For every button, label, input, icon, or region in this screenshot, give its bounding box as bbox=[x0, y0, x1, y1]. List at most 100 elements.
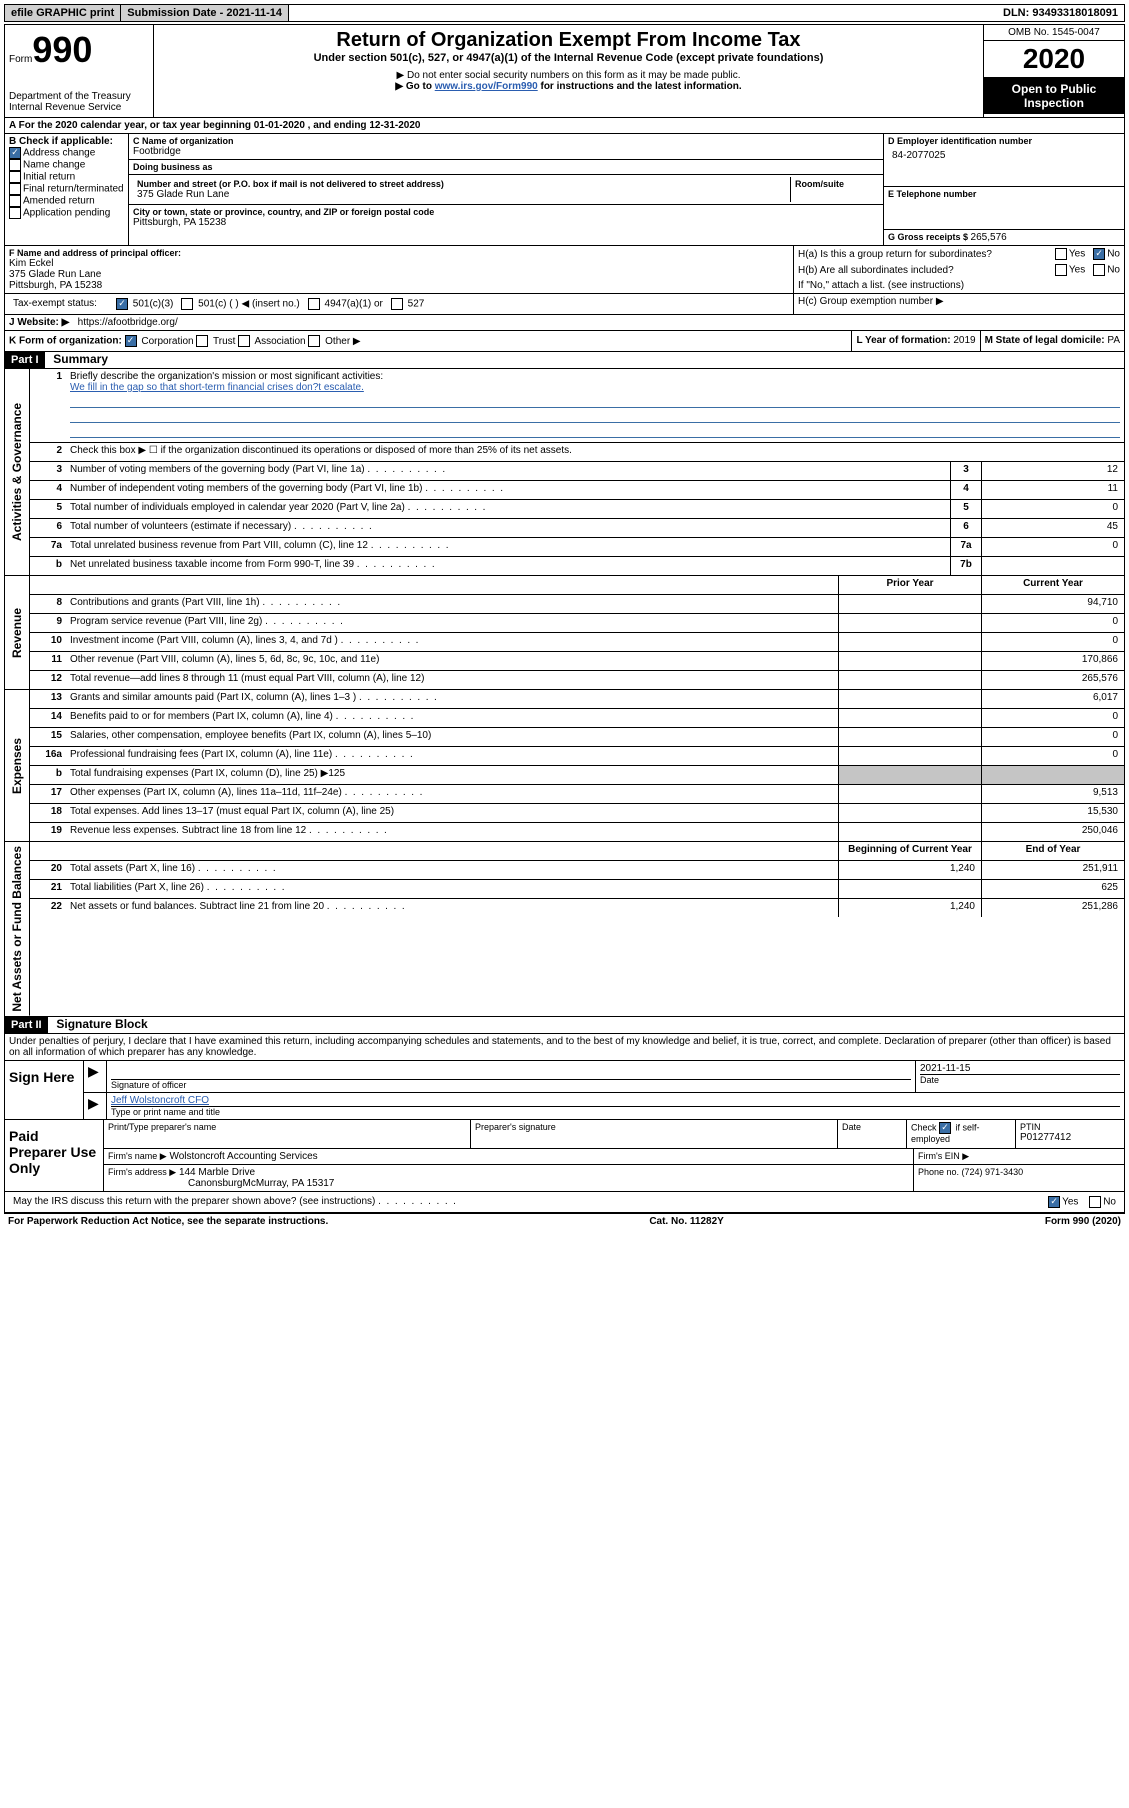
h-a-no[interactable]: ✓No bbox=[1089, 246, 1124, 262]
h-a-yes[interactable]: Yes bbox=[1051, 246, 1089, 262]
prep-date-label: Date bbox=[842, 1122, 902, 1132]
opt-assoc[interactable]: Association bbox=[238, 336, 305, 347]
line-ref: 7a bbox=[950, 538, 981, 556]
checkbox-icon bbox=[1093, 264, 1105, 276]
mission-link[interactable]: We fill in the gap so that short-term fi… bbox=[70, 382, 364, 393]
section-body: Prior Year Current Year8Contributions an… bbox=[30, 576, 1124, 689]
discuss-text: May the IRS discuss this return with the… bbox=[9, 1194, 1044, 1210]
box-l: L Year of formation: 2019 bbox=[851, 331, 979, 351]
summary-line: 21Total liabilities (Part X, line 26) 62… bbox=[30, 879, 1124, 898]
prior-year-value bbox=[838, 595, 981, 613]
discuss-yes[interactable]: ✓Yes bbox=[1044, 1194, 1082, 1210]
current-year-value: 94,710 bbox=[981, 595, 1124, 613]
summary-line: 6Total number of volunteers (estimate if… bbox=[30, 518, 1124, 537]
gross-receipts-label: G Gross receipts $ bbox=[888, 232, 971, 242]
opt-corp[interactable]: ✓ Corporation bbox=[125, 336, 194, 347]
line-number: b bbox=[30, 557, 66, 575]
current-year-header: Current Year bbox=[981, 576, 1124, 594]
chk-initial-return[interactable]: Initial return bbox=[9, 171, 124, 183]
firm-city-value: CanonsburgMcMurray, PA 15317 bbox=[108, 1178, 909, 1189]
h-b-yes[interactable]: Yes bbox=[1051, 262, 1089, 278]
opt-other[interactable]: Other ▶ bbox=[308, 336, 360, 347]
line-number: 3 bbox=[30, 462, 66, 480]
h-a-row: H(a) Is this a group return for subordin… bbox=[794, 246, 1124, 262]
opt-4947[interactable]: 4947(a)(1) or bbox=[304, 296, 387, 312]
chk-application-pending[interactable]: Application pending bbox=[9, 207, 124, 219]
current-year-value bbox=[981, 766, 1124, 784]
opt-501c3[interactable]: ✓ 501(c)(3) bbox=[112, 296, 177, 312]
summary-line: 9Program service revenue (Part VIII, lin… bbox=[30, 613, 1124, 632]
irs-link[interactable]: www.irs.gov/Form990 bbox=[435, 81, 538, 92]
form-subtitle: Under section 501(c), 527, or 4947(a)(1)… bbox=[158, 52, 979, 64]
ein-label: D Employer identification number bbox=[888, 136, 1120, 146]
section-body: 13Grants and similar amounts paid (Part … bbox=[30, 690, 1124, 841]
h-a-label: H(a) Is this a group return for subordin… bbox=[794, 247, 1051, 262]
dba-box: Doing business as bbox=[129, 160, 883, 175]
arrow-icon: ▶ bbox=[84, 1093, 107, 1119]
opt-527[interactable]: 527 bbox=[387, 296, 428, 312]
address-label: Number and street (or P.O. box if mail i… bbox=[137, 179, 786, 189]
prep-sig-label: Preparer's signature bbox=[475, 1122, 833, 1132]
officer-label: F Name and address of principal officer: bbox=[9, 248, 789, 258]
box-k: K Form of organization: ✓ Corporation Tr… bbox=[5, 331, 851, 351]
line-number: 1 bbox=[30, 369, 66, 442]
current-year-value: 0 bbox=[981, 747, 1124, 765]
part2-title: Signature Block bbox=[50, 1017, 147, 1031]
dba-label: Doing business as bbox=[133, 162, 879, 172]
current-year-value: 15,530 bbox=[981, 804, 1124, 822]
prior-year-header: Prior Year bbox=[838, 576, 981, 594]
line-ref: 6 bbox=[950, 519, 981, 537]
line-text: Briefly describe the organization's miss… bbox=[66, 369, 1124, 442]
summary-line: 15Salaries, other compensation, employee… bbox=[30, 727, 1124, 746]
chk-address-change[interactable]: ✓Address change bbox=[9, 147, 124, 159]
address-box: Number and street (or P.O. box if mail i… bbox=[129, 175, 883, 205]
checkbox-icon bbox=[9, 171, 21, 183]
section-vertical-label: Expenses bbox=[5, 690, 30, 841]
summary-line: 2Check this box ▶ ☐ if the organization … bbox=[30, 442, 1124, 461]
form-label: Form bbox=[9, 54, 32, 65]
self-employed-cell: Check ✓ if self-employed bbox=[907, 1120, 1016, 1148]
prior-year-value bbox=[838, 880, 981, 898]
blank-line bbox=[70, 395, 1120, 408]
prior-year-value bbox=[838, 709, 981, 727]
officer-name-link[interactable]: Jeff Wolstoncroft CFO bbox=[111, 1095, 209, 1106]
column-header-row: Beginning of Current Year End of Year bbox=[30, 842, 1124, 860]
sig-row-1: ▶ Signature of officer 2021-11-15 Date bbox=[84, 1061, 1124, 1093]
tax-status-label: Tax-exempt status: bbox=[9, 296, 112, 312]
dln-box: DLN: 93493318018091 bbox=[997, 5, 1124, 21]
summary-line: 10Investment income (Part VIII, column (… bbox=[30, 632, 1124, 651]
prep-row-1: Print/Type preparer's name Preparer's si… bbox=[104, 1120, 1124, 1149]
line-number: 21 bbox=[30, 880, 66, 898]
summary-line: 19Revenue less expenses. Subtract line 1… bbox=[30, 822, 1124, 841]
summary-line: 20Total assets (Part X, line 16)1,240 25… bbox=[30, 860, 1124, 879]
type-name-label: Type or print name and title bbox=[111, 1106, 1120, 1117]
phone-label: Phone no. bbox=[918, 1167, 962, 1177]
h-b-no[interactable]: No bbox=[1089, 262, 1124, 278]
instruction-link-row: ▶ Go to www.irs.gov/Form990 for instruct… bbox=[158, 81, 979, 92]
efile-print-button[interactable]: efile GRAPHIC print bbox=[5, 5, 121, 21]
line-number: 16a bbox=[30, 747, 66, 765]
current-year-value: 251,286 bbox=[981, 899, 1124, 917]
box-f-wrap: F Name and address of principal officer:… bbox=[5, 246, 794, 314]
summary-line: bNet unrelated business taxable income f… bbox=[30, 556, 1124, 575]
chk-final-return[interactable]: Final return/terminated bbox=[9, 183, 124, 195]
omb-number: OMB No. 1545-0047 bbox=[984, 25, 1124, 41]
officer-city: Pittsburgh, PA 15238 bbox=[9, 280, 789, 291]
line-text: Net assets or fund balances. Subtract li… bbox=[66, 899, 838, 917]
discuss-no[interactable]: No bbox=[1082, 1194, 1120, 1210]
box-c: C Name of organization Footbridge Doing … bbox=[129, 134, 884, 245]
opt-trust[interactable]: Trust bbox=[196, 336, 235, 347]
topbar-spacer bbox=[289, 11, 997, 15]
box-e: E Telephone number bbox=[884, 187, 1124, 230]
room-label: Room/suite bbox=[795, 179, 875, 189]
h-b-note: If "No," attach a list. (see instruction… bbox=[794, 278, 1124, 293]
opt-501c[interactable]: 501(c) ( ) ◀ (insert no.) bbox=[177, 296, 303, 312]
line-value: 0 bbox=[981, 500, 1124, 518]
current-year-value: 9,513 bbox=[981, 785, 1124, 803]
checkbox-icon[interactable]: ✓ bbox=[939, 1122, 951, 1134]
chk-amended-return[interactable]: Amended return bbox=[9, 195, 124, 207]
chk-name-change[interactable]: Name change bbox=[9, 159, 124, 171]
prior-year-value bbox=[838, 671, 981, 689]
officer-signature: Signature of officer bbox=[107, 1061, 916, 1092]
prior-year-value bbox=[838, 747, 981, 765]
